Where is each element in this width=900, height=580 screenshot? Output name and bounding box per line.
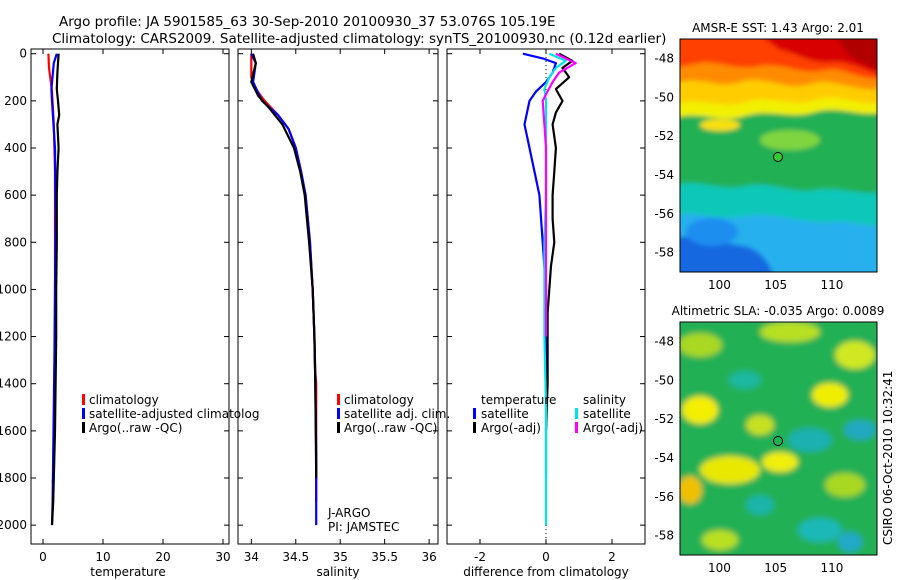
legend-swatch-climatology: [337, 394, 340, 405]
map-x-tick-label: 105: [764, 561, 787, 575]
title-line-2: Climatology: CARS2009. Satellite-adjuste…: [52, 31, 666, 47]
x-tick-label: 36: [421, 550, 436, 564]
difference-xlabel: difference from climatology: [463, 565, 629, 579]
sst-map-frame: [679, 38, 878, 273]
sla-heatmap: [680, 322, 877, 555]
y-tick-label: 0: [19, 47, 27, 61]
legend-label: Argo(..raw -QC): [89, 421, 182, 435]
map-y-tick-label: -52: [654, 412, 674, 426]
legend-swatch-satellite-adjusted: [82, 408, 85, 419]
y-tick-label: 1800: [0, 471, 27, 485]
salinity-legend: climatology satellite adj. clim. Argo(..…: [337, 393, 450, 435]
map-y-tick-label: -54: [654, 451, 674, 465]
legend-label: satellite: [481, 407, 529, 421]
legend-label: satellite adj. clim.: [344, 407, 450, 421]
legend-swatch-argo: [82, 422, 85, 433]
legend-swatch-temp-satellite: [473, 408, 476, 419]
series-layer: [47, 49, 577, 544]
sst-map-title: AMSR-E SST: 1.43 Argo: 2.01: [692, 21, 864, 35]
series-line: [543, 52, 567, 526]
series-line: [250, 53, 318, 479]
salinity-xlabel: salinity: [316, 565, 359, 579]
argo-position-marker: [773, 436, 783, 446]
x-tick-label: 20: [155, 550, 170, 564]
float-program-annotation: J-ARGO: [327, 506, 370, 520]
map-y-tick-label: -56: [654, 207, 674, 221]
map-x-tick-label: 110: [821, 561, 844, 575]
title-line-1: Argo profile: JA 5901585_63 30-Sep-2010 …: [59, 14, 556, 30]
y-tick-label: 400: [4, 141, 27, 155]
map-y-tick-label: -52: [654, 129, 674, 143]
legend-label: climatology: [344, 393, 414, 407]
x-tick-label: 34: [244, 550, 259, 564]
legend-label: Argo(..raw -QC): [344, 421, 437, 435]
sla-map-frame: [679, 321, 878, 556]
salinity-axes-frame: [237, 48, 439, 545]
map-x-tick-label: 100: [708, 561, 731, 575]
y-tick-label: 800: [4, 235, 27, 249]
x-tick-label: 35: [333, 550, 348, 564]
tick-layer: 0 10 20 30020040060080010001200140016001800…: [0, 47, 843, 575]
x-tick-label: 34.5: [282, 550, 309, 564]
series-line: [250, 53, 318, 526]
series-line: [50, 53, 61, 526]
timestamp-label: CSIRO 06-Oct-2010 10:32:41: [881, 371, 895, 545]
x-tick-label: 0: [542, 550, 550, 564]
map-x-tick-label: 110: [821, 278, 844, 292]
difference-legend: temperature salinity satellite Argo(-adj…: [473, 393, 643, 435]
legend-label: satellite-adjusted climatolog: [89, 407, 259, 421]
y-tick-label: 1600: [0, 424, 27, 438]
y-tick-label: 600: [4, 188, 27, 202]
y-tick-label: 200: [4, 94, 27, 108]
y-tick-label: 1200: [0, 330, 27, 344]
legend-label: climatology: [89, 393, 159, 407]
sst-heatmap: [680, 39, 877, 272]
map-y-tick-label: -50: [654, 90, 674, 104]
map-y-tick-label: -50: [654, 373, 674, 387]
sla-map-title: Altimetric SLA: -0.035 Argo: 0.0089: [672, 304, 885, 318]
argo-position-marker: [773, 152, 783, 162]
legend-header-temperature: temperature: [481, 393, 556, 407]
x-tick-label: 30: [215, 550, 230, 564]
x-tick-label: 0: [39, 550, 47, 564]
x-tick-label: 10: [95, 550, 110, 564]
legend-swatch-sal-satellite: [575, 408, 578, 419]
legend-label: Argo(-adj): [583, 421, 643, 435]
map-x-tick-label: 105: [764, 278, 787, 292]
y-tick-label: 2000: [0, 518, 27, 532]
map-x-tick-label: 100: [708, 278, 731, 292]
y-tick-label: 1000: [0, 282, 27, 296]
legend-header-salinity: salinity: [583, 393, 626, 407]
legend-swatch-sal-argo: [575, 422, 578, 433]
temperature-xlabel: temperature: [90, 565, 165, 579]
y-tick-label: 1400: [0, 377, 27, 391]
float-pi-annotation: PI: JAMSTEC: [328, 520, 399, 534]
legend-swatch-climatology: [82, 394, 85, 405]
legend-swatch-temp-argo: [473, 422, 476, 433]
x-tick-label: -2: [474, 550, 486, 564]
x-tick-label: 2: [608, 550, 616, 564]
legend-label: satellite: [583, 407, 631, 421]
map-y-tick-label: -58: [654, 246, 674, 260]
series-line: [541, 52, 577, 337]
temperature-axes-frame: [30, 48, 230, 545]
legend-label: Argo(-adj): [481, 421, 541, 435]
map-y-tick-label: -56: [654, 490, 674, 504]
map-y-tick-label: -54: [654, 168, 674, 182]
map-y-tick-label: -58: [654, 529, 674, 543]
map-y-tick-label: -48: [654, 334, 674, 348]
x-tick-label: 35.5: [371, 550, 398, 564]
map-y-tick-label: -48: [654, 51, 674, 65]
legend-swatch-argo: [337, 422, 340, 433]
legend-swatch-satellite-adj: [337, 408, 340, 419]
temperature-legend: climatology satellite-adjusted climatolo…: [82, 393, 259, 435]
series-line: [544, 52, 574, 431]
